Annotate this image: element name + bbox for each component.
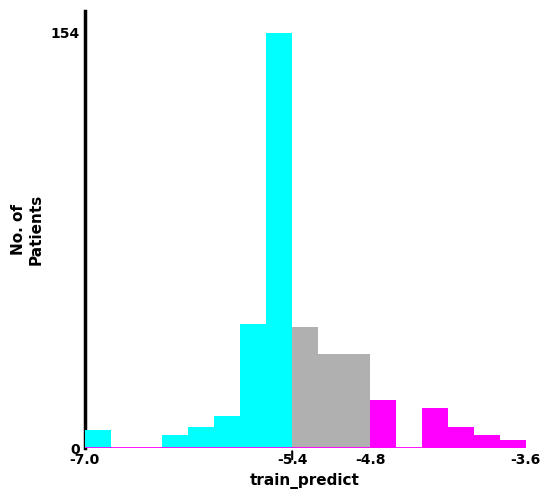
Bar — [422, 408, 448, 449]
Bar — [344, 354, 370, 448]
X-axis label: train_predict: train_predict — [250, 473, 360, 489]
Bar — [162, 435, 188, 448]
Bar — [214, 416, 240, 448]
Bar — [84, 430, 110, 448]
Bar — [474, 435, 500, 448]
Bar — [292, 327, 318, 448]
Bar — [240, 324, 266, 448]
Bar — [370, 400, 396, 448]
Bar — [526, 443, 551, 448]
Bar — [318, 354, 344, 448]
Bar — [500, 440, 526, 448]
Bar — [188, 427, 214, 448]
Bar — [448, 427, 474, 448]
Bar — [266, 32, 292, 449]
Y-axis label: No. of
Patients: No. of Patients — [11, 194, 44, 266]
